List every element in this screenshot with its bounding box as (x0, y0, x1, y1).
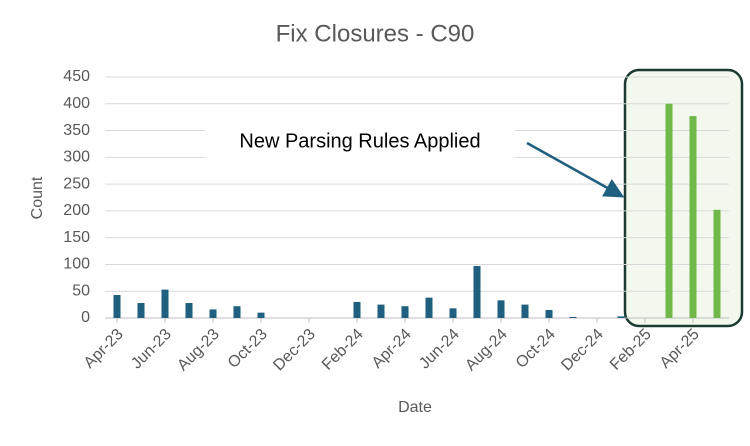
bar (209, 309, 217, 318)
y-axis-title: Count (29, 176, 46, 219)
bar (497, 300, 505, 318)
bar (257, 312, 265, 318)
x-tick-label: Apr-24 (369, 326, 415, 372)
y-tick-label: 150 (63, 229, 90, 246)
y-tick-label: 50 (72, 282, 90, 299)
bar (233, 306, 241, 318)
x-tick-label: Apr-25 (657, 326, 703, 372)
annotation-bg (205, 124, 515, 160)
bar (161, 289, 169, 318)
x-tick-label: Oct-24 (513, 326, 559, 372)
x-tick-label: Apr-23 (81, 326, 127, 372)
bar (185, 303, 193, 318)
bar (713, 209, 721, 318)
highlight-box (623, 68, 744, 328)
bar (665, 103, 673, 319)
bar (113, 294, 121, 318)
y-tick-label: 300 (63, 149, 90, 166)
bar (545, 309, 553, 318)
bar (353, 301, 361, 318)
annotation-arrow (526, 141, 625, 198)
x-tick-label: Aug-24 (462, 326, 511, 375)
annotation: New Parsing Rules Applied (239, 130, 480, 152)
bar (473, 266, 481, 318)
bar (521, 304, 529, 318)
x-tick-label: Dec-24 (558, 326, 607, 375)
chart-title: Fix Closures - C90 (276, 20, 475, 47)
y-tick-label: 350 (63, 122, 90, 139)
y-tick-label: 0 (81, 309, 90, 326)
x-tick-label: Dec-23 (270, 326, 319, 375)
bar (401, 306, 409, 318)
x-tick-label: Feb-24 (319, 326, 367, 374)
y-tick-label: 100 (63, 256, 90, 273)
bar (617, 316, 625, 318)
x-tick-label: Oct-23 (225, 326, 271, 372)
y-tick-label: 250 (63, 175, 90, 192)
x-tick-label: Jun-23 (128, 326, 175, 373)
bar (689, 116, 697, 319)
x-tick-label: Feb-25 (607, 326, 655, 374)
bar (449, 308, 457, 318)
x-axis-title: Date (398, 399, 432, 416)
bar (569, 316, 577, 318)
bar (425, 297, 433, 318)
y-tick-label: 400 (63, 95, 90, 112)
bar (377, 304, 385, 318)
bar (137, 303, 145, 318)
x-tick-label: Aug-23 (174, 326, 223, 375)
y-tick-label: 450 (63, 68, 90, 85)
y-tick-label: 200 (63, 202, 90, 219)
x-tick-label: Jun-24 (416, 326, 463, 373)
